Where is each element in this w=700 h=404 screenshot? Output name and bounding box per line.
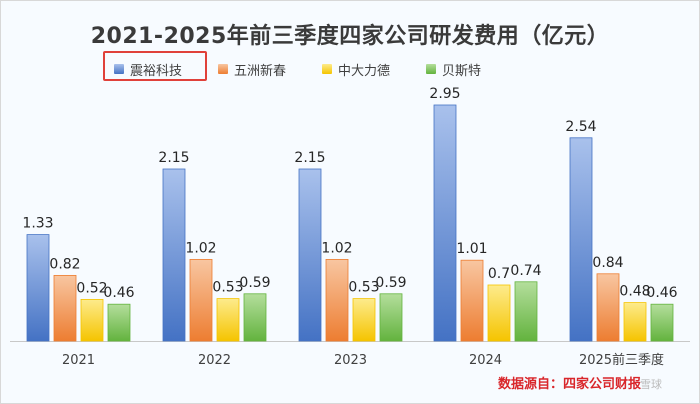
x-tick-label-2: 2022 xyxy=(198,353,231,368)
source-note: 数据源自：四家公司财报 xyxy=(498,377,642,392)
legend-item-3[interactable]: 中大力德 xyxy=(322,60,390,79)
data-label-2024-series-3: 0.7 xyxy=(488,266,510,282)
chart-legend: 震裕科技 五洲新春 中大力德 贝斯特 xyxy=(114,58,517,80)
bar-2023-series-1[interactable] xyxy=(298,168,322,342)
data-label-2022-series-2: 1.02 xyxy=(185,240,216,256)
legend-item-1[interactable]: 震裕科技 xyxy=(114,60,182,79)
data-label-2023-series-2: 1.02 xyxy=(321,240,352,256)
data-label-2024-series-4: 0.74 xyxy=(510,263,541,279)
bar-2025前三季度-series-4[interactable] xyxy=(650,303,674,342)
x-tick-label-5: 2025前三季度 xyxy=(579,352,664,368)
bar-2024-series-3[interactable] xyxy=(487,284,511,342)
legend-label-2: 五洲新春 xyxy=(234,63,287,79)
legend-highlight-box xyxy=(103,51,207,81)
data-label-2025前三季度-series-2: 0.84 xyxy=(592,255,623,271)
bar-2025前三季度-series-1[interactable] xyxy=(569,137,593,342)
data-label-2025前三季度-series-3: 0.48 xyxy=(619,284,650,300)
legend-swatch-3 xyxy=(322,64,333,74)
data-label-2022-series-4: 0.59 xyxy=(239,275,270,291)
data-label-2021-series-4: 0.46 xyxy=(103,285,134,301)
bar-2022-series-4[interactable] xyxy=(243,293,267,342)
data-label-2021-series-3: 0.52 xyxy=(76,280,107,296)
bar-2023-series-2[interactable] xyxy=(325,258,349,342)
data-label-2021-series-1: 1.33 xyxy=(22,216,53,232)
bar-2021-series-4[interactable] xyxy=(107,303,131,342)
bar-2021-series-2[interactable] xyxy=(53,274,77,342)
bar-2024-series-4[interactable] xyxy=(514,281,538,342)
bar-2022-series-1[interactable] xyxy=(162,168,186,342)
legend-swatch-1 xyxy=(114,64,124,74)
data-label-2023-series-4: 0.59 xyxy=(375,275,406,291)
data-label-2025前三季度-series-4: 0.46 xyxy=(646,285,677,301)
bar-2022-series-3[interactable] xyxy=(216,298,240,342)
x-tick-label-1: 2021 xyxy=(62,353,95,368)
bar-2025前三季度-series-2[interactable] xyxy=(596,273,620,342)
data-label-2024-series-2: 1.01 xyxy=(456,241,487,257)
data-label-2024-series-1: 2.95 xyxy=(429,86,460,102)
legend-label-4: 贝斯特 xyxy=(442,63,482,79)
data-label-2025前三季度-series-1: 2.54 xyxy=(565,119,596,135)
bar-2022-series-2[interactable] xyxy=(189,258,213,342)
bar-2025前三季度-series-3[interactable] xyxy=(623,302,647,342)
bar-2024-series-1[interactable] xyxy=(433,104,457,342)
legend-swatch-2 xyxy=(218,64,229,74)
legend-item-4[interactable]: 贝斯特 xyxy=(426,60,481,79)
bar-2023-series-3[interactable] xyxy=(352,298,376,342)
legend-item-2[interactable]: 五洲新春 xyxy=(218,60,286,79)
x-tick-label-4: 2024 xyxy=(469,353,502,368)
bar-2023-series-4[interactable] xyxy=(379,293,403,342)
legend-label-3: 中大力德 xyxy=(338,63,391,79)
watermark: 雪球 xyxy=(640,378,662,391)
legend-swatch-4 xyxy=(426,64,437,74)
data-label-2023-series-1: 2.15 xyxy=(294,150,325,166)
chart-title: 2021-2025年前三季度四家公司研发费用（亿元） xyxy=(90,24,610,49)
data-label-2021-series-2: 0.82 xyxy=(49,256,80,272)
legend-label-1: 震裕科技 xyxy=(130,63,183,79)
x-tick-label-3: 2023 xyxy=(334,353,367,368)
data-label-2022-series-3: 0.53 xyxy=(212,280,243,296)
data-label-2022-series-1: 2.15 xyxy=(158,150,189,166)
bar-2024-series-2[interactable] xyxy=(460,259,484,342)
bar-2021-series-1[interactable] xyxy=(26,234,50,342)
bar-2021-series-3[interactable] xyxy=(80,298,104,342)
data-label-2023-series-3: 0.53 xyxy=(348,280,379,296)
